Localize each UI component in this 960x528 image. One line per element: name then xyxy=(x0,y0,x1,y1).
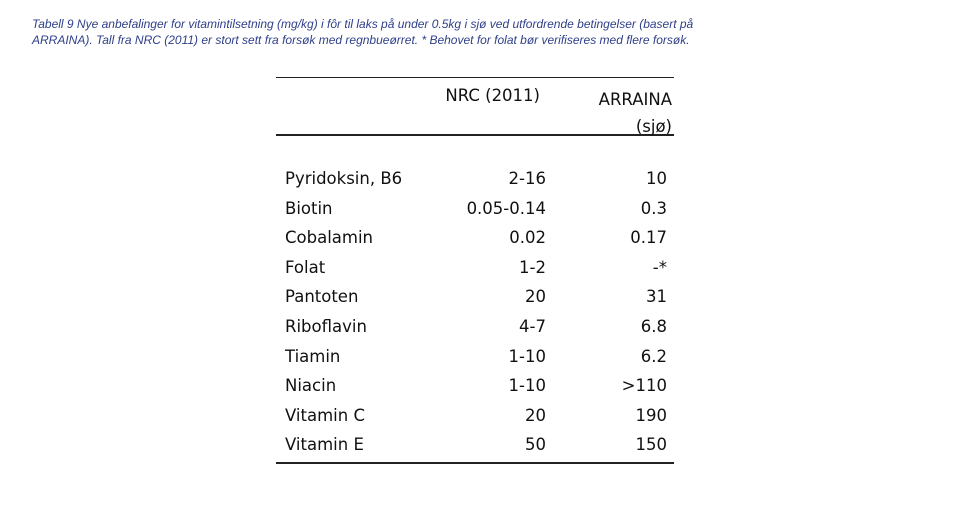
table-row: Cobalamin 0.02 0.17 xyxy=(276,223,674,253)
cell-arraina: -* xyxy=(652,257,667,277)
cell-nrc: 0.02 xyxy=(509,228,546,248)
cell-arraina: 10 xyxy=(646,169,667,188)
table-body: Pyridoksin, B6 2-16 10 Biotin 0.05-0.14 … xyxy=(276,136,674,462)
cell-vitamin: Biotin xyxy=(285,198,333,218)
cell-vitamin: Vitamin E xyxy=(285,435,364,455)
cell-vitamin: Riboflavin xyxy=(285,316,367,336)
caption-line-1: Tabell 9 Nye anbefalinger for vitamintil… xyxy=(32,17,694,31)
table-row: Vitamin E 50 150 xyxy=(276,430,674,460)
cell-vitamin: Folat xyxy=(285,257,326,277)
cell-vitamin: Pantoten xyxy=(285,287,359,307)
table-top-rule xyxy=(276,77,674,78)
table-caption: Tabell 9 Nye anbefalinger for vitamintil… xyxy=(32,16,932,48)
header-arraina-line-2: (sjø) xyxy=(635,117,672,136)
cell-arraina: 31 xyxy=(646,287,667,307)
cell-nrc: 20 xyxy=(525,405,546,425)
header-arraina: ARRAINA (sjø) xyxy=(599,86,672,140)
cell-nrc: 4-7 xyxy=(519,316,546,336)
caption-line-2: ARRAINA). Tall fra NRC (2011) er stort s… xyxy=(32,33,690,47)
cell-vitamin: Pyridoksin, B6 xyxy=(285,169,403,188)
cell-nrc: 1-2 xyxy=(519,257,546,277)
cell-arraina: 0.17 xyxy=(630,228,667,248)
table-row: Folat 1-2 -* xyxy=(276,253,674,283)
cell-arraina: 6.8 xyxy=(640,316,667,336)
header-nrc: NRC (2011) xyxy=(445,86,540,105)
cell-arraina: 150 xyxy=(635,435,668,455)
table-row: Vitamin C 20 190 xyxy=(276,401,674,431)
cell-vitamin: Cobalamin xyxy=(285,228,374,248)
table-row: Riboflavin 4-7 6.8 xyxy=(276,312,674,342)
table-row: Biotin 0.05-0.14 0.3 xyxy=(276,194,674,224)
cell-vitamin: Tiamin xyxy=(285,346,341,366)
table-row: Pantoten 20 31 xyxy=(276,282,674,312)
table-row: Tiamin 1-10 6.2 xyxy=(276,342,674,372)
cell-nrc: 50 xyxy=(525,435,546,455)
table-row: Pyridoksin, B6 2-16 10 xyxy=(276,164,674,194)
cell-nrc: 0.05-0.14 xyxy=(466,198,546,218)
cell-nrc: 1-10 xyxy=(508,376,546,396)
table-header: NRC (2011) ARRAINA (sjø) xyxy=(276,78,674,136)
cell-arraina: >110 xyxy=(621,376,667,396)
cell-nrc: 1-10 xyxy=(508,346,546,366)
cell-vitamin: Niacin xyxy=(285,376,337,396)
vitamin-table: NRC (2011) ARRAINA (sjø) Pyridoksin, B6 … xyxy=(276,77,674,464)
table-bottom-rule xyxy=(276,461,674,464)
cell-nrc: 2-16 xyxy=(508,169,546,188)
table-header-rule xyxy=(276,134,674,136)
table-row: Niacin 1-10 >110 xyxy=(276,371,674,401)
cell-arraina: 0.3 xyxy=(640,198,667,218)
cell-arraina: 190 xyxy=(635,405,668,425)
cell-nrc: 20 xyxy=(525,287,546,307)
cell-arraina: 6.2 xyxy=(640,346,667,366)
cell-vitamin: Vitamin C xyxy=(285,405,365,425)
header-arraina-line-1: ARRAINA xyxy=(598,90,672,109)
